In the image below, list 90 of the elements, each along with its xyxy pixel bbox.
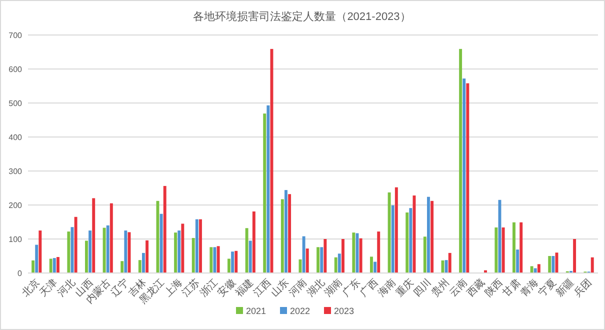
bar bbox=[448, 252, 452, 273]
bar bbox=[534, 268, 537, 273]
bar bbox=[210, 247, 213, 273]
bar bbox=[423, 236, 426, 273]
bar bbox=[192, 238, 195, 273]
bar bbox=[263, 114, 266, 273]
bar bbox=[110, 203, 113, 273]
bar bbox=[548, 256, 552, 273]
bar bbox=[124, 230, 128, 273]
legend-label: 2023 bbox=[334, 306, 354, 316]
y-tick-label: 100 bbox=[8, 235, 23, 244]
bar bbox=[228, 258, 230, 273]
bar bbox=[231, 252, 234, 273]
bar bbox=[306, 248, 309, 273]
bar bbox=[512, 222, 516, 273]
bar bbox=[502, 227, 505, 273]
bar bbox=[35, 244, 38, 273]
bar bbox=[49, 258, 52, 273]
bar bbox=[466, 83, 470, 273]
bar bbox=[430, 200, 434, 273]
bar bbox=[302, 236, 306, 273]
bar bbox=[520, 222, 523, 273]
bar bbox=[142, 252, 145, 273]
bar bbox=[324, 239, 327, 273]
bar bbox=[178, 230, 181, 273]
bar bbox=[248, 240, 252, 273]
bar bbox=[338, 254, 341, 273]
bar bbox=[280, 199, 284, 273]
y-tick-label: 400 bbox=[8, 133, 23, 142]
bar bbox=[352, 232, 356, 273]
bar bbox=[138, 260, 142, 273]
bar bbox=[573, 239, 576, 273]
bar bbox=[120, 261, 124, 273]
bar bbox=[163, 186, 166, 273]
bar bbox=[38, 230, 42, 273]
bar bbox=[160, 214, 163, 273]
bar bbox=[288, 194, 292, 273]
bar bbox=[320, 247, 324, 273]
bar bbox=[67, 232, 70, 273]
bar bbox=[494, 227, 498, 273]
bar bbox=[537, 264, 540, 273]
bar bbox=[199, 219, 202, 273]
legend-label: 2022 bbox=[290, 306, 310, 316]
bar bbox=[374, 262, 377, 273]
bar bbox=[106, 225, 110, 273]
bar bbox=[252, 211, 256, 273]
bar bbox=[74, 216, 78, 273]
bar bbox=[195, 219, 198, 273]
bar bbox=[530, 266, 534, 273]
bar bbox=[459, 48, 462, 273]
y-tick-label: 700 bbox=[8, 31, 23, 40]
bar bbox=[444, 260, 448, 273]
bar bbox=[427, 196, 430, 273]
bar bbox=[56, 257, 60, 273]
y-tick-label: 0 bbox=[18, 269, 23, 278]
bar bbox=[391, 205, 394, 273]
y-tick-label: 500 bbox=[8, 99, 23, 108]
bar bbox=[85, 240, 88, 273]
bar bbox=[92, 198, 96, 273]
bar bbox=[388, 192, 391, 273]
bar bbox=[316, 247, 320, 273]
bar bbox=[359, 238, 362, 273]
y-tick-label: 200 bbox=[8, 201, 23, 210]
bar bbox=[377, 232, 380, 273]
bar bbox=[394, 187, 398, 273]
bar bbox=[181, 224, 184, 273]
chart-title: 各地环境损害司法鉴定人数量（2021-2023） bbox=[193, 10, 411, 23]
bar bbox=[102, 228, 106, 273]
bar bbox=[409, 208, 412, 273]
bar bbox=[32, 260, 35, 273]
bar bbox=[342, 239, 344, 273]
bar bbox=[245, 228, 248, 273]
bar bbox=[52, 258, 56, 273]
bar bbox=[406, 212, 409, 273]
y-tick-label: 300 bbox=[8, 167, 23, 176]
bar bbox=[234, 250, 238, 273]
bar bbox=[216, 246, 220, 273]
bar bbox=[284, 190, 288, 273]
bar bbox=[516, 250, 520, 273]
bar bbox=[88, 230, 92, 273]
bar bbox=[146, 240, 149, 273]
bar bbox=[334, 257, 338, 273]
bar bbox=[370, 256, 373, 273]
y-tick-label: 600 bbox=[8, 65, 23, 74]
legend-label: 2021 bbox=[246, 306, 266, 316]
bar bbox=[174, 232, 178, 273]
bar bbox=[266, 105, 270, 273]
bar bbox=[590, 257, 594, 273]
bar bbox=[462, 78, 466, 273]
bar bbox=[552, 256, 555, 273]
